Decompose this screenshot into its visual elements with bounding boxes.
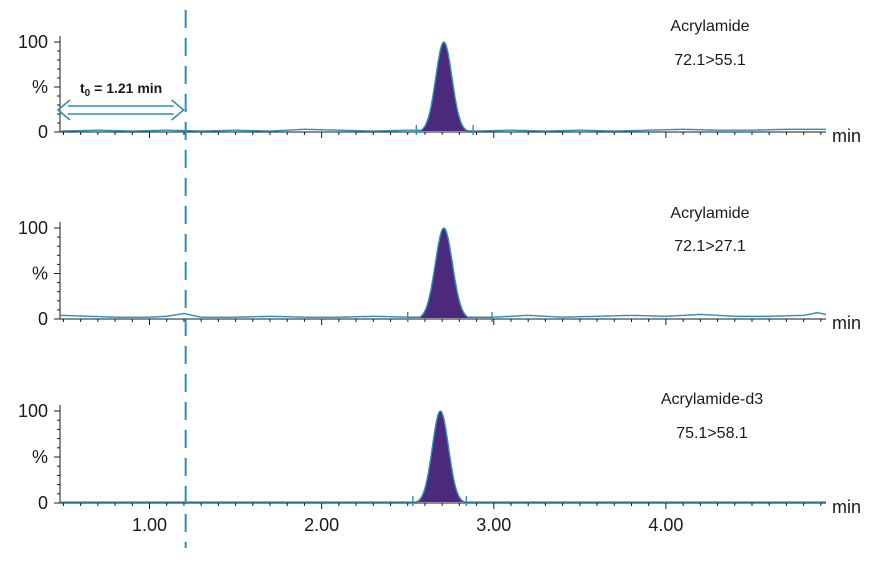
t0-label-t: t — [80, 80, 85, 96]
x-unit-label: min — [832, 126, 861, 146]
transition-label: 75.1>58.1 — [676, 425, 748, 442]
y-tick-label-0: 0 — [38, 122, 48, 142]
t0-arrow-head-left — [56, 99, 71, 121]
x-unit-label: min — [832, 497, 861, 517]
transition-label: 72.1>55.1 — [674, 52, 746, 69]
y-tick-label-0: 0 — [38, 493, 48, 513]
signal-trace — [60, 227, 827, 318]
y-tick-label-100: 100 — [18, 401, 48, 421]
x-tick-label: 1.00 — [132, 515, 167, 535]
x-unit-label: min — [832, 313, 861, 333]
t0-arrow-head-right — [171, 99, 185, 121]
integrated-peak-area — [407, 228, 493, 318]
transition-label: 72.1>27.1 — [674, 238, 746, 255]
integrated-peak-area — [416, 42, 474, 132]
chromatogram-panel-1 — [54, 36, 826, 138]
chromatogram-panel-3 — [54, 405, 826, 509]
y-tick-label-100: 100 — [18, 218, 48, 238]
t0-label: t0 = 1.21 min — [80, 80, 162, 99]
integrated-peak-area — [412, 411, 467, 503]
x-tick-label: 2.00 — [304, 515, 339, 535]
y-axis-percent-label: % — [32, 77, 48, 97]
t0-label-subscript: 0 — [85, 88, 91, 99]
t0-label-value: = 1.21 min — [90, 80, 162, 96]
compound-label: Acrylamide-d3 — [661, 391, 763, 408]
y-tick-label-100: 100 — [18, 32, 48, 52]
x-tick-label: 4.00 — [648, 515, 683, 535]
y-axis-percent-label: % — [32, 447, 48, 467]
y-axis-percent-label: % — [32, 264, 48, 284]
chromatogram-panel-2 — [54, 222, 827, 325]
compound-label: Acrylamide — [670, 205, 749, 222]
y-tick-label-0: 0 — [38, 309, 48, 329]
compound-label: Acrylamide — [670, 18, 749, 35]
x-tick-label: 3.00 — [476, 515, 511, 535]
signal-trace — [60, 41, 826, 132]
signal-trace — [60, 410, 826, 503]
